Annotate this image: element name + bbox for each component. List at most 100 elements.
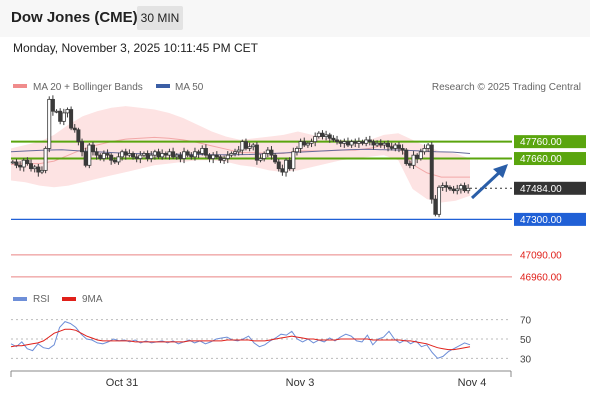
current-price-tag — [514, 181, 586, 195]
candle-body — [320, 132, 325, 137]
candlestick-series — [10, 95, 471, 218]
x-tick-nov4: Nov 4 — [458, 377, 487, 389]
candle-body — [185, 151, 190, 156]
candle-body — [258, 158, 263, 161]
candle-body — [207, 154, 212, 159]
candle-body — [98, 154, 103, 159]
candle-body — [447, 186, 452, 190]
price-tags: 47760.00 47660.00 47484.00 47300.00 4709… — [514, 135, 586, 283]
candle-body — [200, 147, 205, 154]
rsi-legend-swatch — [13, 297, 27, 301]
candle-body — [444, 185, 449, 188]
candle-body — [284, 159, 289, 173]
candle-body — [418, 151, 423, 159]
candle-body — [313, 136, 318, 143]
candle-body — [47, 98, 52, 149]
candle-body — [404, 149, 409, 165]
candle-body — [196, 151, 201, 154]
candle-body — [298, 141, 303, 149]
candle-body — [141, 153, 146, 156]
candle-body — [265, 149, 270, 154]
candle-body — [167, 151, 172, 156]
candle-body — [229, 153, 234, 156]
rsi-ma-line — [10, 328, 471, 351]
candle-body — [32, 166, 37, 170]
candle-body — [291, 151, 296, 170]
candle-body — [222, 158, 227, 161]
candle-body — [262, 153, 267, 159]
candle-body — [302, 141, 307, 146]
candle-body — [422, 147, 427, 153]
candle-body — [356, 141, 361, 144]
candle-body — [76, 129, 81, 143]
candle-body — [61, 112, 66, 122]
candle-body — [386, 142, 391, 148]
candle-body — [342, 141, 347, 144]
candle-body — [225, 154, 230, 159]
candle-body — [269, 149, 274, 156]
candle-body — [396, 144, 401, 149]
candle-body — [364, 139, 369, 144]
rsi-tick-label: 70 — [520, 316, 532, 327]
candle-body — [127, 153, 132, 156]
timeframe-button[interactable]: 30 MIN — [137, 6, 183, 30]
candle-body — [83, 151, 88, 166]
candle-body — [152, 151, 157, 156]
candle-body — [178, 154, 183, 159]
chart-header — [0, 0, 590, 37]
candle-body — [316, 132, 321, 137]
candle-body — [112, 159, 117, 163]
candle-body — [218, 156, 223, 161]
copyright-text: Research © 2025 Trading Central — [432, 82, 581, 93]
candle-body — [324, 134, 329, 137]
candle-body — [21, 159, 26, 168]
candle-body — [29, 163, 34, 170]
rsi-tick-label: 50 — [520, 335, 532, 346]
candle-body — [437, 186, 442, 215]
candle-body — [338, 141, 343, 144]
candle-body — [90, 144, 95, 153]
candle-body — [18, 164, 23, 168]
candle-body — [36, 166, 41, 173]
candle-body — [345, 141, 350, 146]
candle-body — [273, 154, 278, 163]
candle-body — [378, 142, 383, 146]
ma50-legend-swatch — [156, 84, 170, 88]
bb-legend-swatch — [13, 84, 27, 88]
resistance-tag-2-label: 47660.00 — [520, 154, 562, 165]
candle-body — [149, 154, 154, 159]
candle-body — [251, 144, 256, 148]
target-label-2: 46960.00 — [520, 272, 562, 283]
candle-body — [367, 139, 372, 143]
candle-body — [433, 198, 438, 215]
current-price-tag-label: 47484.00 — [520, 184, 562, 195]
target-label-1: 47090.00 — [520, 250, 562, 261]
resistance-tag-1 — [514, 135, 586, 149]
candle-body — [305, 142, 310, 146]
candle-body — [411, 154, 416, 166]
ma50-legend-label: MA 50 — [175, 82, 204, 93]
candle-body — [287, 159, 292, 170]
candle-body — [327, 134, 332, 139]
candle-body — [182, 151, 187, 159]
candle-body — [382, 142, 387, 146]
resistance-tag-2 — [514, 152, 586, 166]
candle-body — [276, 161, 281, 170]
candle-body — [39, 169, 44, 173]
candle-body — [69, 109, 74, 129]
x-tick-nov3: Nov 3 — [286, 377, 315, 389]
candle-body — [247, 146, 252, 149]
candle-body — [353, 141, 358, 144]
candle-body — [138, 154, 143, 159]
candle-body — [331, 137, 336, 141]
candle-body — [254, 144, 259, 161]
candle-body — [174, 154, 179, 158]
candle-body — [371, 141, 376, 146]
candle-body — [14, 161, 19, 166]
rsi-lines — [10, 321, 471, 359]
rsi-ma-legend-swatch — [62, 297, 76, 301]
rsi-tick-label: 30 — [520, 354, 532, 365]
candle-body — [294, 147, 299, 153]
candle-body — [400, 147, 405, 151]
